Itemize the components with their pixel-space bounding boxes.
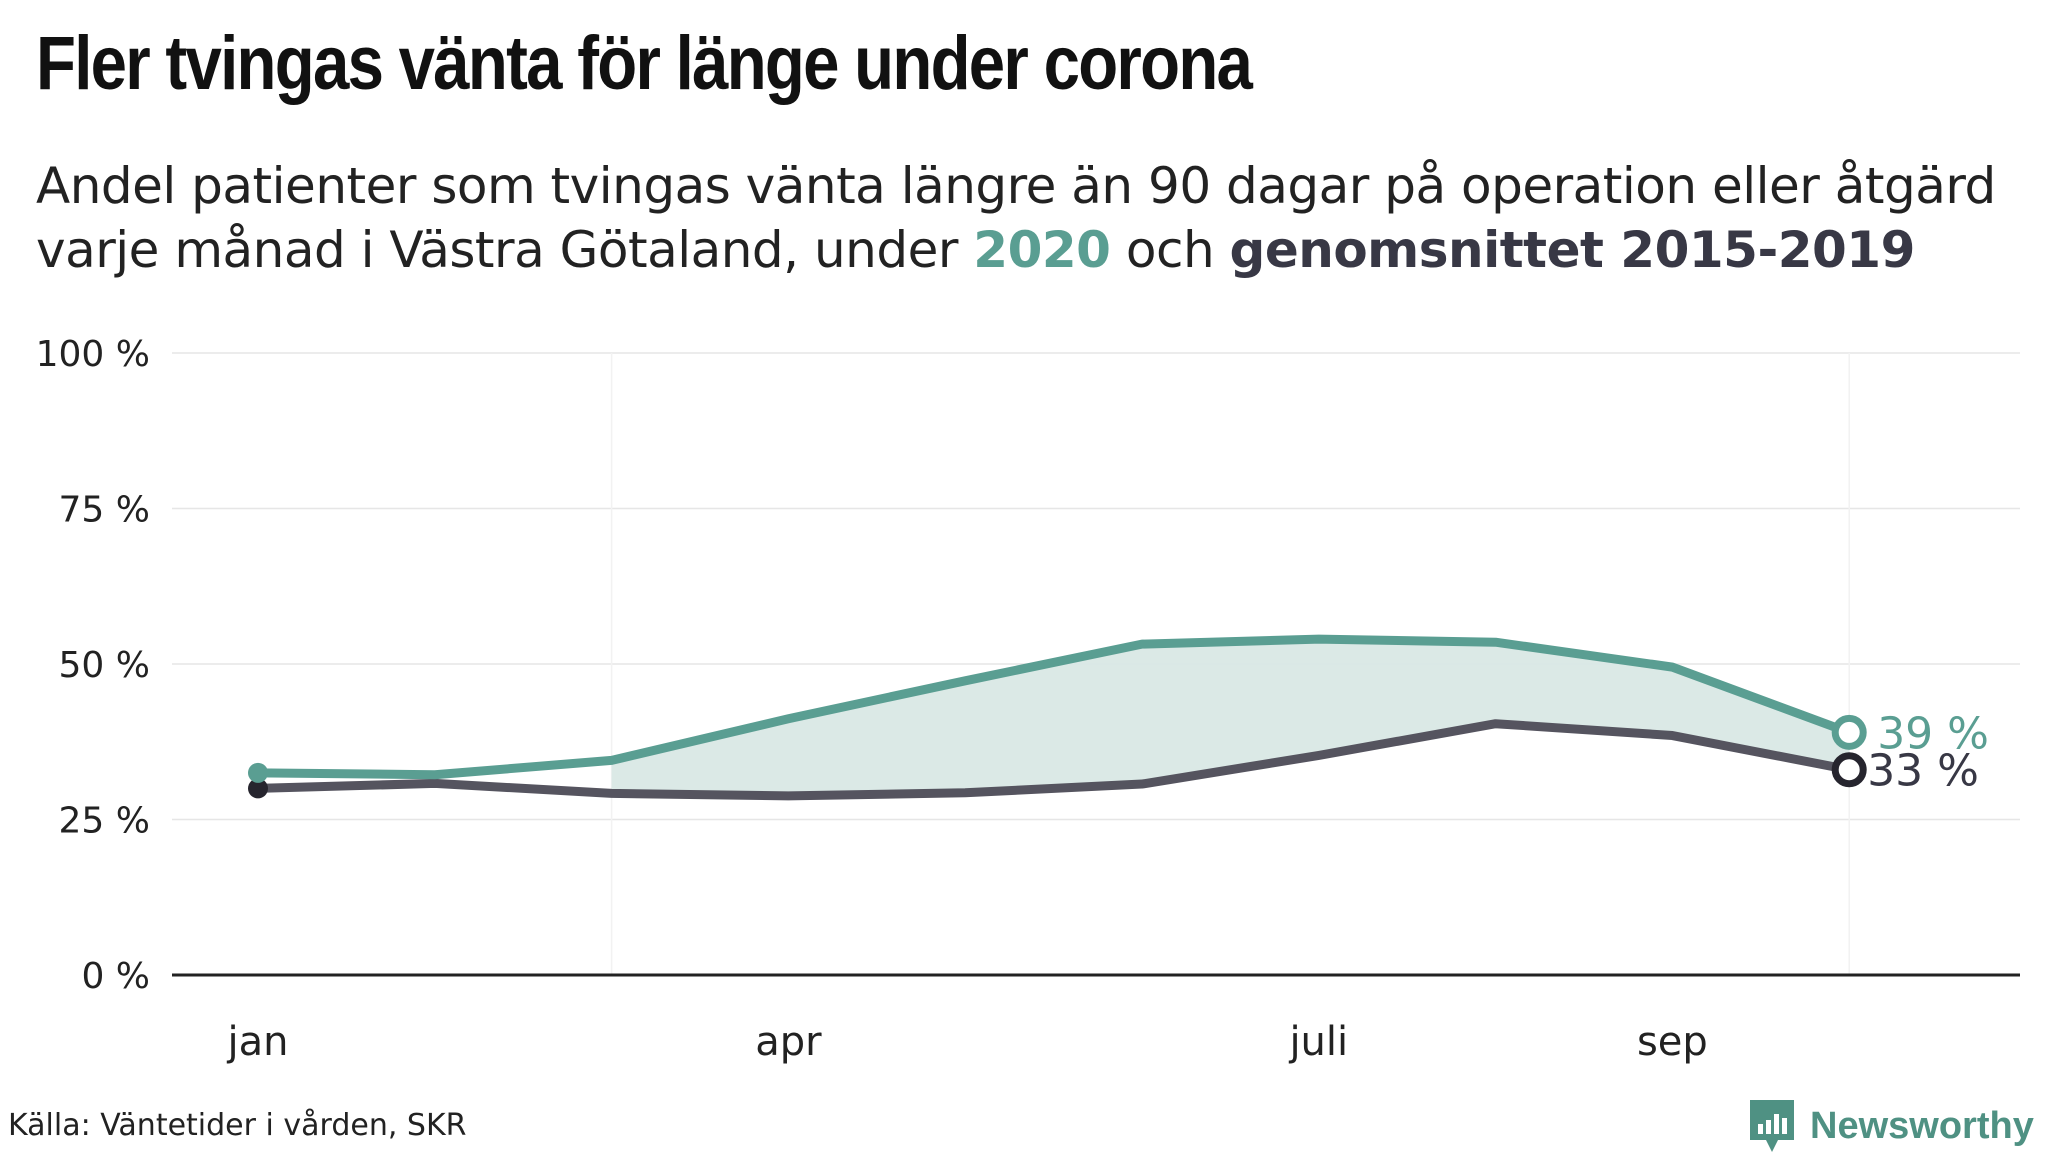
start-point-average (248, 778, 268, 799)
chart-title: Fler tvingas vänta för länge under coron… (36, 21, 1253, 106)
y-tick-label: 25 % (59, 801, 150, 842)
series-lines (253, 634, 1854, 801)
x-tick-label: jan (227, 1019, 289, 1065)
end-label-average: 33 % (1867, 746, 1979, 797)
x-axis-ticks: jan apr juli sep (227, 1019, 1708, 1065)
subtitle-highlight-2020: 2020 (973, 221, 1111, 279)
y-tick-label: 100 % (36, 334, 150, 375)
series-line-2020 (253, 634, 1854, 780)
series-line-average (253, 719, 1854, 801)
difference-area (611, 639, 1850, 796)
y-tick-label: 0 % (81, 956, 150, 997)
y-tick-label: 50 % (59, 645, 150, 686)
start-point-2020 (248, 762, 268, 783)
source-note: Källa: Väntetider i vården, SKR (8, 1108, 467, 1143)
shaded-difference-area (611, 639, 1850, 796)
x-tick-label: apr (755, 1019, 822, 1065)
grid-lines (172, 352, 2020, 975)
end-point-average (1831, 752, 1867, 788)
end-point-2020 (1831, 714, 1867, 750)
subtitle-connector: och (1110, 221, 1230, 279)
y-axis-ticks: 0 % 25 % 50 % 75 % 100 % (36, 334, 150, 997)
series-markers: 39 %33 % (248, 708, 1989, 799)
x-tick-label: sep (1637, 1019, 1708, 1065)
newsworthy-logo-icon (1750, 1100, 1794, 1152)
chart-subtitle: Andel patienter som tvingas vänta längre… (36, 154, 2046, 282)
x-tick-label: juli (1288, 1019, 1348, 1065)
brand-logo: Newsworthy (1748, 1098, 2034, 1154)
subtitle-text: Andel patienter som tvingas vänta längre… (36, 157, 1996, 279)
subtitle-highlight-average: genomsnittet 2015-2019 (1229, 221, 1916, 279)
brand-name: Newsworthy (1810, 1104, 2034, 1147)
y-tick-label: 75 % (59, 490, 150, 531)
end-label-2020: 39 % (1877, 708, 1989, 759)
